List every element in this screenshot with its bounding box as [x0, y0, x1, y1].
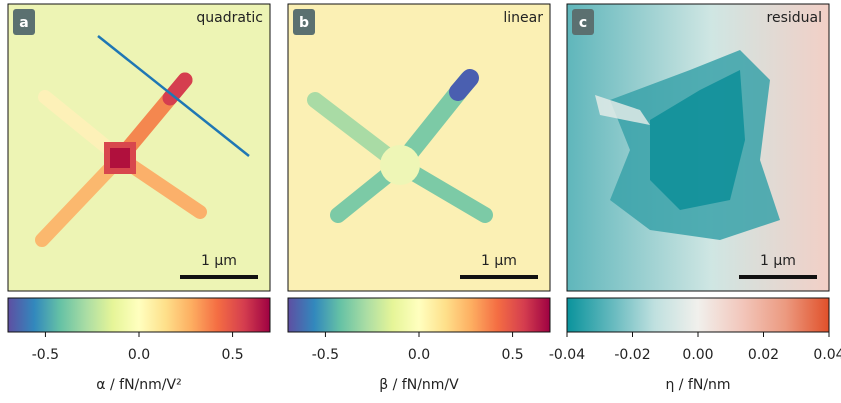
tick-label: -0.5	[32, 347, 59, 363]
panel-label: c	[579, 15, 587, 31]
axis-label: β / fN/nm/V	[379, 377, 459, 393]
tick-label: 0.5	[501, 347, 523, 363]
panel-label-box	[13, 9, 35, 35]
axis-label: α / fN/nm/V²	[96, 377, 181, 393]
tick-label: 0.04	[813, 347, 841, 363]
axis-label: η / fN/nm	[665, 377, 730, 393]
panel-label-box	[293, 9, 315, 35]
colorbar	[566, 297, 830, 333]
tick-label: 0.02	[748, 347, 779, 363]
image-linear	[288, 4, 550, 291]
tick-label: 0.5	[221, 347, 243, 363]
panel-title: quadratic	[196, 10, 263, 26]
image-residual	[567, 4, 829, 291]
scale-bar-label: 1 µm	[760, 253, 796, 269]
tick-label: 0.0	[128, 347, 150, 363]
panel-frame	[7, 3, 271, 292]
image-quadratic	[8, 4, 270, 291]
tick-label: 0.00	[682, 347, 713, 363]
colorbar	[7, 297, 271, 333]
scale-bar-label: 1 µm	[201, 253, 237, 269]
tick-label: 0.0	[408, 347, 430, 363]
panel-label: a	[19, 15, 28, 31]
panel-label: b	[299, 15, 309, 31]
scale-bar-label: 1 µm	[481, 253, 517, 269]
panel-frame	[287, 3, 551, 292]
tick-label: -0.04	[549, 347, 585, 363]
panel-frame	[566, 3, 830, 292]
tick-label: -0.5	[312, 347, 339, 363]
tick-label: -0.02	[614, 347, 650, 363]
panel-label-box	[572, 9, 594, 35]
panel-title: linear	[503, 10, 543, 26]
panel-title: residual	[767, 10, 822, 26]
colorbar	[287, 297, 551, 333]
